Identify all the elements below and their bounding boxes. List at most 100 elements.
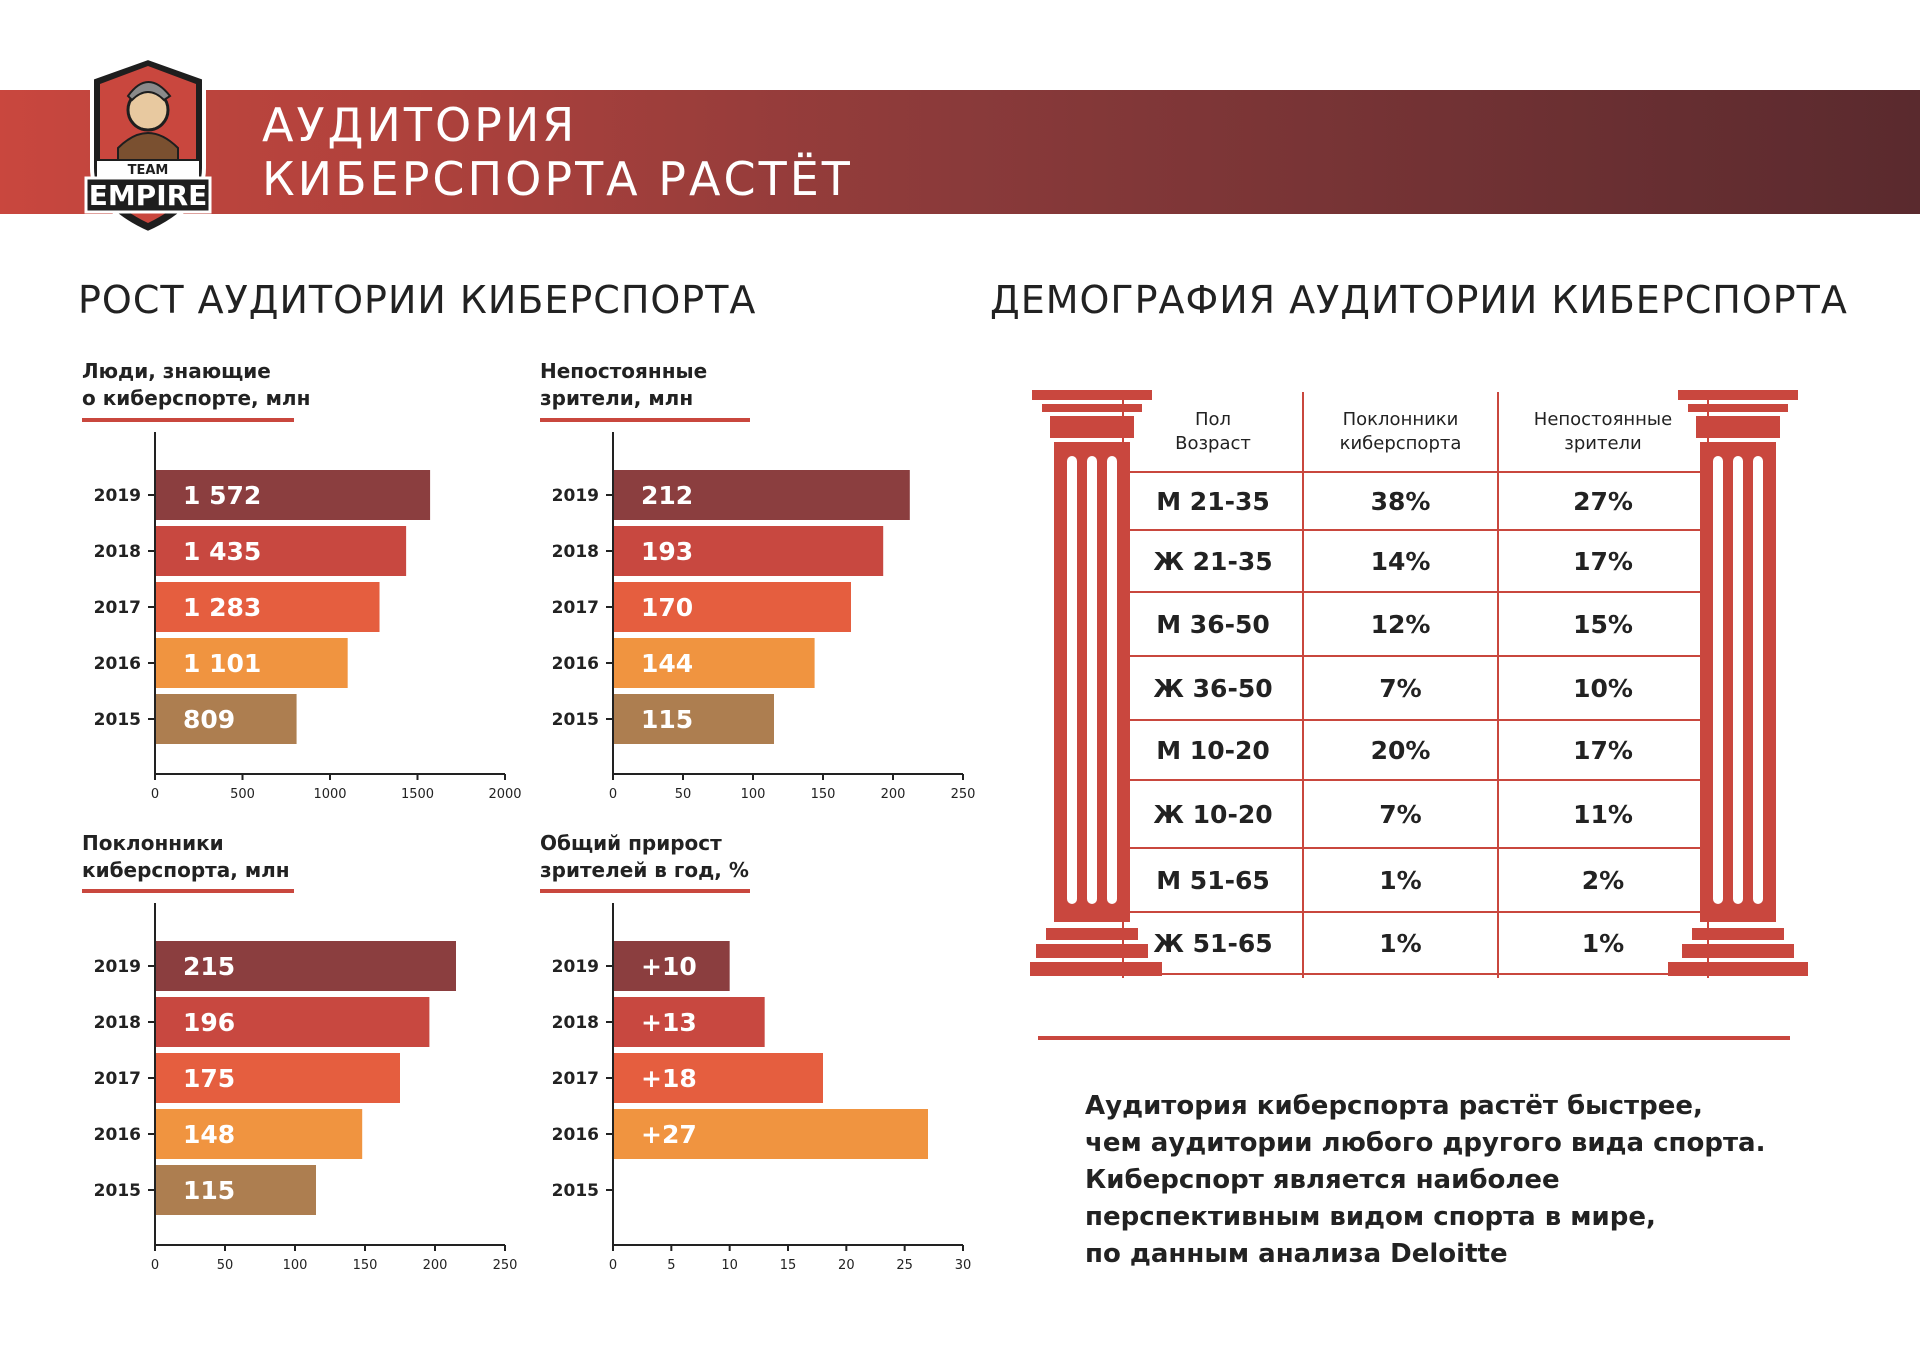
bar-value-label: 196 (183, 1008, 235, 1037)
x-tick-label: 0 (151, 787, 159, 802)
bar-value-label: +27 (641, 1120, 697, 1149)
header-banner (0, 90, 1920, 214)
y-tick-label: 2015 (94, 1181, 141, 1201)
y-tick-label: 2019 (552, 957, 599, 977)
x-tick-label: 200 (881, 787, 906, 802)
y-tick-label: 2018 (552, 1013, 599, 1033)
x-tick-label: 20 (838, 1258, 855, 1273)
bar-value-label: 215 (183, 952, 235, 981)
team-empire-logo: TEAM EMPIRE (84, 55, 212, 236)
chart-label-casual-line1: Непостоянные (540, 359, 708, 383)
bar-value-label: 809 (183, 705, 235, 734)
note-line: Киберспорт является наиболее (1085, 1165, 1560, 1195)
y-tick-label: 2017 (552, 1069, 599, 1089)
table-cell: 17% (1573, 736, 1633, 765)
bar-value-label: +10 (641, 952, 697, 981)
y-tick-label: 2017 (552, 598, 599, 618)
bar-value-label: 193 (641, 537, 693, 566)
bar (614, 997, 765, 1047)
table-cell: 10% (1573, 674, 1633, 703)
bar-value-label: 1 101 (183, 649, 261, 678)
y-tick-label: 2016 (552, 1125, 599, 1145)
logo-text-main: EMPIRE (89, 179, 208, 212)
x-tick-label: 50 (217, 1258, 234, 1273)
x-tick-label: 100 (741, 787, 766, 802)
table-cell: 12% (1371, 610, 1431, 639)
y-tick-label: 2017 (94, 598, 141, 618)
y-tick-label: 2019 (94, 486, 141, 506)
bar-value-label: 144 (641, 649, 693, 678)
table-cell: 14% (1371, 547, 1431, 576)
y-tick-label: 2016 (94, 654, 141, 674)
x-tick-label: 30 (955, 1258, 972, 1273)
left-section-title: РОСТ АУДИТОРИИ КИБЕРСПОРТА (78, 278, 757, 322)
table-header-cell: зрители (1564, 433, 1641, 454)
table-cell: Ж 10-20 (1153, 800, 1272, 829)
chart-label-aware: Люди, знающие о киберспорте, млн (82, 358, 310, 412)
bar (156, 582, 380, 632)
bar (156, 526, 407, 576)
left-column-decoration (1030, 390, 1162, 976)
bar (156, 638, 348, 688)
bar (614, 1109, 928, 1159)
chart-label-growth-line2: зрителей в год, % (540, 858, 749, 882)
y-tick-label: 2015 (552, 1181, 599, 1201)
chart-aware-people: 0 500 1000 1500 2000 2019 1 572 2018 1 435 2017 1 … (94, 432, 522, 802)
x-tick-label: 500 (230, 787, 255, 802)
x-tick-label: 1500 (401, 787, 434, 802)
chart-label-fans-line1: Поклонники (82, 831, 224, 855)
x-tick-label: 150 (811, 787, 836, 802)
table-cell: 38% (1371, 487, 1431, 516)
bar (614, 941, 730, 991)
page-title-line1: АУДИТОРИЯ (262, 98, 578, 152)
y-tick-label: 2018 (552, 542, 599, 562)
bar (614, 582, 851, 632)
x-tick-label: 250 (951, 787, 976, 802)
page-title-line2: КИБЕРСПОРТА РАСТЁТ (262, 152, 853, 206)
x-tick-label: 0 (609, 1258, 617, 1273)
chart-label-underline (82, 889, 294, 893)
y-tick-label: 2016 (552, 654, 599, 674)
y-tick-label: 2018 (94, 1013, 141, 1033)
x-tick-label: 25 (896, 1258, 913, 1273)
x-tick-label: 250 (493, 1258, 518, 1273)
x-tick-label: 200 (423, 1258, 448, 1273)
y-tick-label: 2019 (552, 486, 599, 506)
bar-value-label: 1 283 (183, 593, 261, 622)
note-line: чем аудитории любого другого вида спорта… (1085, 1128, 1766, 1158)
demographics-table: Пол Возраст Поклонники киберспорта Непостоян… (1030, 390, 1808, 978)
table-cell: 17% (1573, 547, 1633, 576)
bar (614, 694, 774, 744)
x-tick-label: 0 (151, 1258, 159, 1273)
y-tick-label: 2017 (94, 1069, 141, 1089)
table-cell: 1% (1379, 866, 1421, 895)
page-title: АУДИТОРИЯ КИБЕРСПОРТА РАСТЁТ (262, 98, 853, 206)
table-cell: 1% (1582, 929, 1624, 958)
table-header-cell: Поклонники (1343, 409, 1459, 430)
bar (156, 997, 430, 1047)
chart-label-fans-line2: киберспорта, млн (82, 858, 290, 882)
table-header-cell: киберспорта (1340, 433, 1462, 454)
y-tick-label: 2016 (94, 1125, 141, 1145)
note-separator (1038, 1036, 1790, 1040)
bar (156, 694, 297, 744)
table-cell: Ж 21-35 (1153, 547, 1272, 576)
y-tick-label: 2019 (94, 957, 141, 977)
x-tick-label: 10 (721, 1258, 738, 1273)
chart-yearly-growth: 0 5 10 15 20 25 30 2019 +10 2018 +13 2017 +18 2016 +27… (552, 903, 972, 1273)
x-tick-label: 100 (283, 1258, 308, 1273)
table-cell: Ж 36-50 (1153, 674, 1272, 703)
note-line: Аудитория киберспорта растёт быстрее, (1085, 1091, 1703, 1121)
x-tick-label: 5 (667, 1258, 675, 1273)
x-tick-label: 1000 (313, 787, 346, 802)
chart-label-casual: Непостоянные зрители, млн (540, 358, 707, 412)
table-cell: 1% (1379, 929, 1421, 958)
bar (156, 941, 456, 991)
table-cell: 15% (1573, 610, 1633, 639)
x-tick-label: 50 (675, 787, 692, 802)
note-line: перспективным видом спорта в мире, (1085, 1202, 1656, 1232)
table-header-cell: Пол (1195, 409, 1231, 430)
bar (614, 638, 815, 688)
table-cell: 20% (1371, 736, 1431, 765)
chart-label-casual-line2: зрители, млн (540, 386, 694, 410)
